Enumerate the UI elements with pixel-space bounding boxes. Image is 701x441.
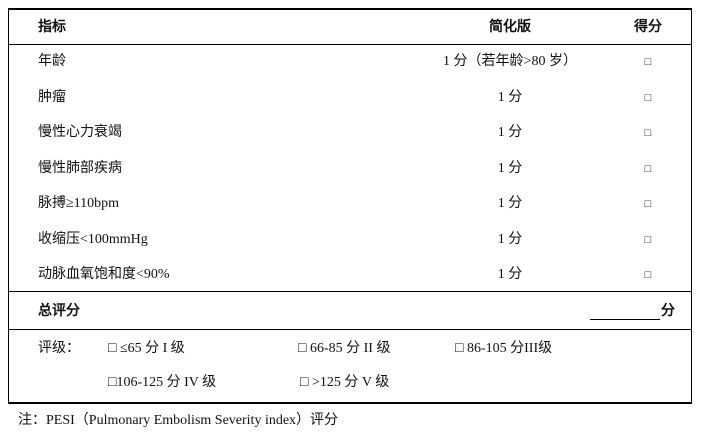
table-left-border xyxy=(8,8,9,403)
table-cell: 年龄 xyxy=(38,54,66,69)
score-checkbox: □ xyxy=(644,163,652,175)
table-cell: 1 分 xyxy=(497,232,523,247)
score-checkbox: □ xyxy=(644,92,652,104)
rating-item: □ 86-105 分III级 xyxy=(455,341,553,356)
table-cell: 1 分 xyxy=(497,196,523,211)
score-checkbox: □ xyxy=(644,198,652,210)
header-cell: 简化版 xyxy=(489,19,531,35)
table-cell: 1 分（若年龄>80 岁） xyxy=(443,54,577,69)
rows-rule xyxy=(8,291,692,292)
table-cell: 1 分 xyxy=(497,125,523,140)
rating-item: □ >125 分 V 级 xyxy=(300,375,390,390)
note: 注：PESI（Pulmonary Embolism Severity index… xyxy=(18,413,339,428)
header-cell: 指标 xyxy=(38,19,66,35)
rating-item: □ ≤65 分 I 级 xyxy=(108,341,185,356)
header-cell: 得分 xyxy=(634,19,662,35)
total-rule xyxy=(8,329,692,330)
rating-label: 评级： xyxy=(38,341,80,356)
table-cell: 1 分 xyxy=(497,267,523,282)
score-checkbox: □ xyxy=(644,269,652,281)
table-cell: 1 分 xyxy=(497,90,523,105)
score-blank xyxy=(590,319,660,320)
rating-item: □ 66-85 分 II 级 xyxy=(298,341,391,356)
total-unit: 分 xyxy=(661,303,675,319)
rating-item: □106-125 分 IV 级 xyxy=(108,375,217,390)
table-cell: 脉搏≥110bpm xyxy=(38,196,120,211)
table-cell: 1 分 xyxy=(497,161,523,176)
table-bottom-border xyxy=(8,402,692,404)
table-right-border xyxy=(691,8,692,403)
table-cell: 动脉血氧饱和度<90% xyxy=(38,267,170,282)
score-checkbox: □ xyxy=(644,234,652,246)
table-cell: 慢性心力衰竭 xyxy=(38,125,122,140)
table-cell: 慢性肺部疾病 xyxy=(38,161,122,176)
table-top-border xyxy=(8,8,692,10)
score-checkbox: □ xyxy=(644,127,652,139)
header-rule xyxy=(8,44,692,45)
table-cell: 收缩压<100mmHg xyxy=(38,232,148,247)
table-cell: 肿瘤 xyxy=(38,90,66,105)
score-checkbox: □ xyxy=(644,56,652,68)
total-label: 总评分 xyxy=(38,303,80,319)
